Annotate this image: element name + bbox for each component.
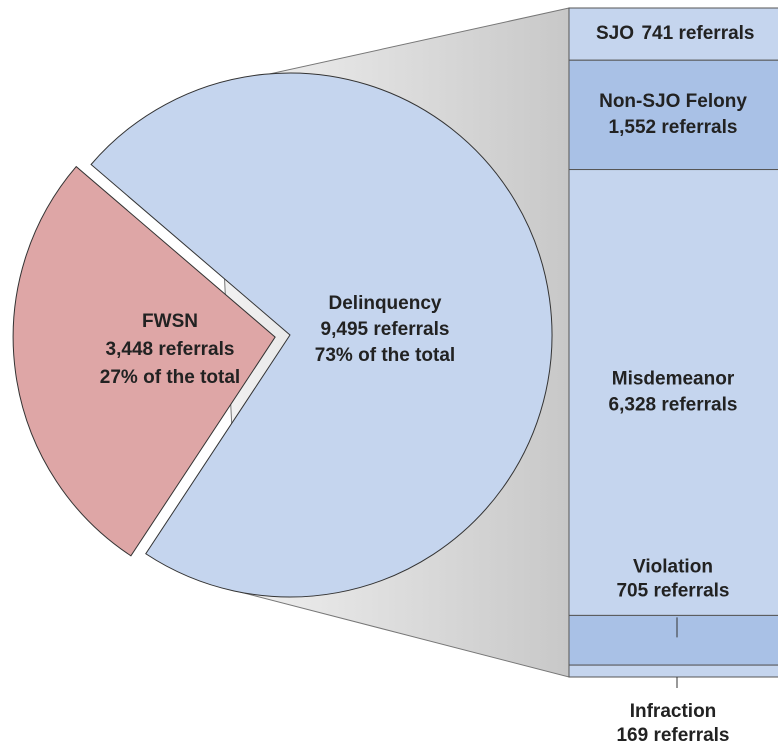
segment-label: 705 referrals [616, 580, 729, 601]
pie-slice [90, 72, 553, 598]
segment-label: Infraction [630, 701, 717, 722]
segment-label: SJO [596, 23, 634, 44]
slice-label: FWSN [142, 311, 198, 332]
slice-label: 73% of the total [315, 345, 455, 366]
slice-label: 3,448 referrals [106, 339, 235, 360]
segment-label: Non-SJO Felony [599, 91, 747, 112]
bar-segment [568, 614, 778, 666]
bar-segment [568, 169, 778, 616]
segment-label: 6,328 referrals [609, 395, 738, 416]
segment-label: 169 referrals [616, 725, 729, 746]
bar-segment [568, 59, 778, 171]
slice-label: 9,495 referrals [321, 319, 450, 340]
segment-label: Misdemeanor [612, 369, 735, 390]
segment-label: 741 referrals [641, 23, 754, 44]
bar-segment [568, 664, 778, 678]
segment-label: 1,552 referrals [609, 117, 738, 138]
segment-label: Violation [633, 556, 713, 577]
slice-label: Delinquency [329, 293, 442, 314]
slice-label: 27% of the total [100, 367, 240, 388]
pie-slice [12, 165, 276, 557]
